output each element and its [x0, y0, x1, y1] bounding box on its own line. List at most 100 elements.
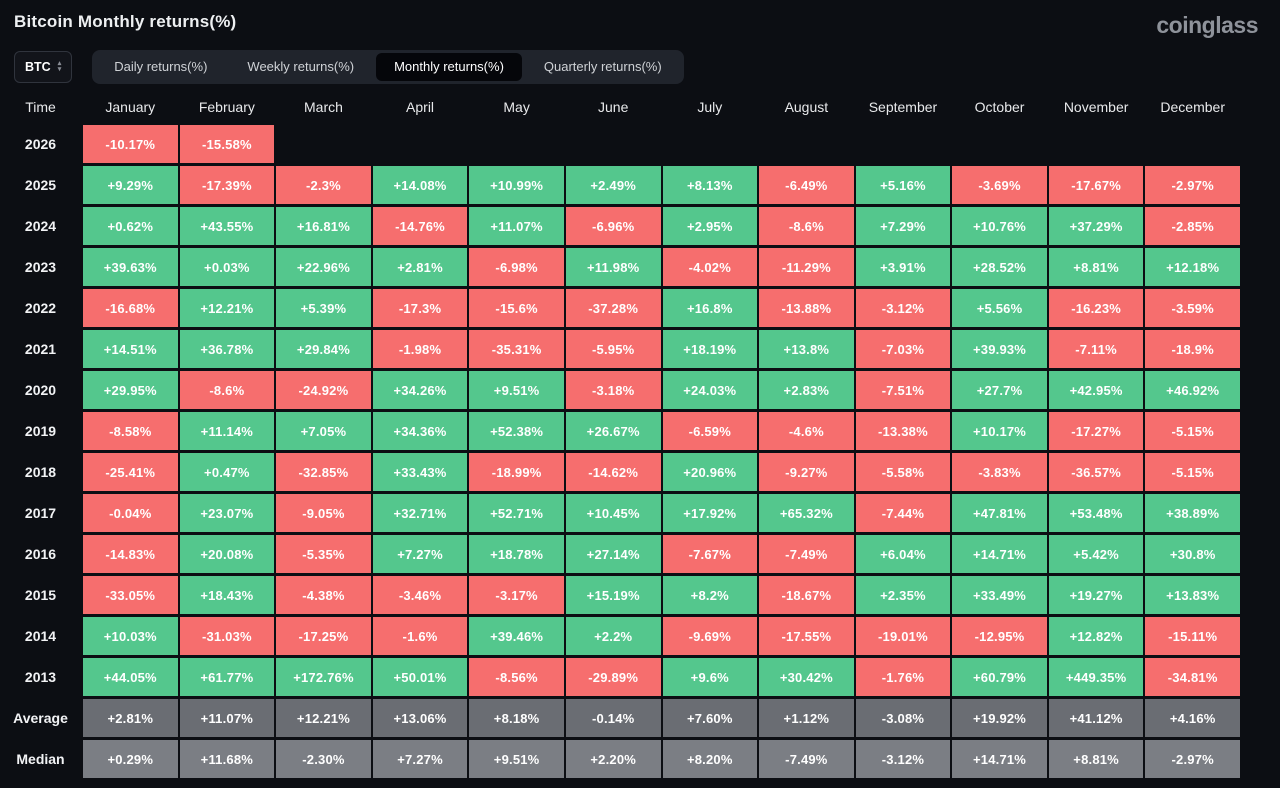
column-header-october: October — [974, 99, 1025, 115]
return-cell: +20.08% — [179, 535, 275, 573]
return-cell: +12.18% — [1145, 248, 1240, 286]
return-cell: -36.57% — [1048, 453, 1144, 491]
return-cell: +8.20% — [662, 740, 758, 778]
return-cell: -18.67% — [759, 576, 854, 614]
return-cell: -33.05% — [83, 576, 178, 614]
page-title: Bitcoin Monthly returns(%) — [14, 12, 237, 31]
return-cell: +50.01% — [372, 658, 468, 696]
return-cell: +24.03% — [662, 371, 758, 409]
return-cell: -24.92% — [276, 371, 371, 409]
return-cell: -3.12% — [855, 289, 951, 327]
row-label-2015: 2015 — [24, 587, 57, 603]
return-cell: +11.68% — [179, 740, 275, 778]
row-label-2016: 2016 — [24, 546, 57, 562]
return-cell: -7.44% — [855, 494, 951, 532]
row-label-2019: 2019 — [24, 423, 57, 439]
return-cell: +2.81% — [83, 699, 178, 737]
row-label-2023: 2023 — [24, 259, 57, 275]
return-cell: -9.69% — [662, 617, 758, 655]
return-cell: -14.83% — [83, 535, 178, 573]
return-cell: +42.95% — [1048, 371, 1144, 409]
return-cell: +36.78% — [179, 330, 275, 368]
return-cell: +43.55% — [179, 207, 275, 245]
tab-weekly-returns[interactable]: Weekly returns(%) — [247, 59, 355, 74]
return-cell: -17.25% — [276, 617, 371, 655]
coinglass-logo: coinglass — [1156, 12, 1258, 38]
return-cell: +4.16% — [1145, 699, 1240, 737]
return-cell — [663, 125, 758, 163]
return-cell: +13.06% — [372, 699, 468, 737]
return-cell: -3.46% — [372, 576, 468, 614]
return-cell: -10.17% — [83, 125, 178, 163]
return-cell: -8.6% — [179, 371, 275, 409]
column-header-november: November — [1063, 99, 1129, 115]
tab-quarterly-returns[interactable]: Quarterly returns(%) — [543, 59, 662, 74]
return-cell: -37.28% — [565, 289, 661, 327]
return-cell: +2.20% — [565, 740, 661, 778]
return-cell: +2.49% — [565, 166, 661, 204]
return-cell: +38.89% — [1145, 494, 1240, 532]
return-cell: +22.96% — [276, 248, 371, 286]
return-cell: +26.67% — [565, 412, 661, 450]
row-label-2018: 2018 — [24, 464, 57, 480]
return-cell: +34.26% — [372, 371, 468, 409]
return-cell: -1.98% — [372, 330, 468, 368]
return-cell: -2.97% — [1145, 740, 1240, 778]
row-label-2020: 2020 — [24, 382, 57, 398]
return-cell: +9.29% — [83, 166, 178, 204]
return-cell: -5.15% — [1145, 412, 1240, 450]
tab-daily-returns[interactable]: Daily returns(%) — [114, 59, 208, 74]
return-cell: -35.31% — [469, 330, 564, 368]
sort-updown-icon: ▴ ▾ — [57, 60, 62, 73]
return-cell: +11.07% — [179, 699, 275, 737]
return-cell: +27.14% — [565, 535, 661, 573]
return-cell: +14.71% — [952, 535, 1047, 573]
return-cell: -7.03% — [855, 330, 951, 368]
return-cell: +11.07% — [469, 207, 564, 245]
return-cell: -5.35% — [276, 535, 371, 573]
return-cell: -25.41% — [83, 453, 178, 491]
return-cell: +10.76% — [952, 207, 1047, 245]
return-cell: -6.49% — [759, 166, 854, 204]
return-cell: -2.97% — [1145, 166, 1240, 204]
return-cell: -5.58% — [855, 453, 951, 491]
return-cell: +11.98% — [565, 248, 661, 286]
row-label-2024: 2024 — [24, 218, 57, 234]
return-cell: +37.29% — [1048, 207, 1144, 245]
return-cell: +52.38% — [469, 412, 564, 450]
return-cell: +9.6% — [662, 658, 758, 696]
return-cell: +9.51% — [469, 371, 564, 409]
return-cell: -3.83% — [952, 453, 1047, 491]
return-cell: -7.49% — [759, 535, 854, 573]
return-cell: -1.6% — [372, 617, 468, 655]
column-header-march: March — [304, 99, 343, 115]
row-label-2025: 2025 — [24, 177, 57, 193]
return-cell: -3.69% — [952, 166, 1047, 204]
return-cell: +0.62% — [83, 207, 178, 245]
return-cell: +7.27% — [372, 535, 468, 573]
return-cell: +18.43% — [179, 576, 275, 614]
return-cell: +32.71% — [372, 494, 468, 532]
return-cell: +5.16% — [855, 166, 951, 204]
return-cell: -6.59% — [662, 412, 758, 450]
tab-monthly-returns[interactable]: Monthly returns(%) — [376, 53, 522, 81]
return-cell: -17.39% — [179, 166, 275, 204]
return-cell: -7.51% — [855, 371, 951, 409]
return-cell: +0.03% — [179, 248, 275, 286]
return-cell: +9.51% — [469, 740, 564, 778]
return-cell: +0.29% — [83, 740, 178, 778]
return-cell: +20.96% — [662, 453, 758, 491]
return-cell: +53.48% — [1048, 494, 1144, 532]
return-cell: -17.67% — [1048, 166, 1144, 204]
row-label-2021: 2021 — [24, 341, 57, 357]
return-cell: +449.35% — [1048, 658, 1144, 696]
return-cell: -32.85% — [276, 453, 371, 491]
return-cell: +33.43% — [372, 453, 468, 491]
symbol-select[interactable]: BTC ▴ ▾ — [14, 51, 73, 83]
return-cell: -7.67% — [662, 535, 758, 573]
return-cell: -2.3% — [276, 166, 371, 204]
return-cell: -3.59% — [1145, 289, 1240, 327]
return-cell: -3.17% — [469, 576, 564, 614]
return-cell: -13.38% — [855, 412, 951, 450]
column-header-january: January — [105, 99, 156, 115]
